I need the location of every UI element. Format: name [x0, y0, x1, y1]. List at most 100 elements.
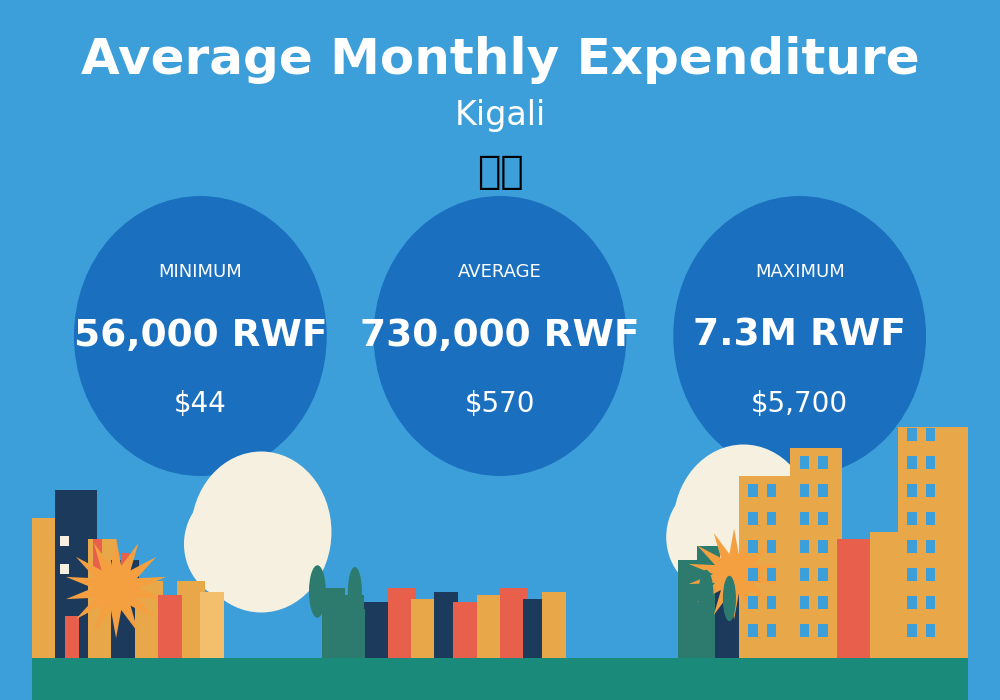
Bar: [926, 456, 935, 469]
Bar: [907, 456, 917, 469]
Bar: [800, 596, 809, 609]
Ellipse shape: [666, 481, 772, 594]
Bar: [542, 592, 566, 658]
Bar: [748, 624, 758, 637]
Bar: [818, 512, 828, 525]
Text: AVERAGE: AVERAGE: [458, 262, 542, 281]
Bar: [818, 568, 828, 581]
Bar: [818, 596, 828, 609]
Bar: [800, 568, 809, 581]
Bar: [364, 602, 392, 658]
Text: Kigali: Kigali: [454, 99, 546, 132]
Bar: [477, 595, 505, 658]
Bar: [111, 560, 139, 658]
Bar: [870, 532, 903, 658]
Polygon shape: [66, 538, 166, 638]
Ellipse shape: [673, 196, 926, 476]
Bar: [55, 490, 97, 658]
Bar: [121, 553, 130, 581]
Bar: [767, 484, 776, 497]
Ellipse shape: [374, 196, 626, 476]
Bar: [767, 596, 776, 609]
Bar: [177, 581, 205, 658]
Bar: [715, 567, 739, 658]
Bar: [322, 588, 345, 658]
Bar: [748, 512, 758, 525]
Ellipse shape: [237, 504, 321, 592]
Bar: [907, 596, 917, 609]
Bar: [790, 448, 842, 658]
Bar: [324, 602, 331, 658]
Bar: [739, 476, 795, 658]
Text: MINIMUM: MINIMUM: [158, 262, 242, 281]
Ellipse shape: [348, 567, 362, 616]
Bar: [907, 624, 917, 637]
Text: 🇷🇼: 🇷🇼: [477, 153, 523, 190]
Text: MAXIMUM: MAXIMUM: [755, 262, 845, 281]
Polygon shape: [688, 528, 780, 620]
Text: $570: $570: [465, 390, 535, 418]
Bar: [65, 616, 79, 658]
Bar: [748, 540, 758, 553]
Bar: [523, 598, 547, 658]
Ellipse shape: [191, 452, 331, 612]
Bar: [800, 512, 809, 525]
Text: $44: $44: [174, 390, 227, 418]
Bar: [926, 484, 935, 497]
Bar: [926, 568, 935, 581]
Bar: [678, 560, 697, 658]
Bar: [697, 546, 720, 658]
Bar: [434, 592, 458, 658]
Bar: [32, 518, 60, 658]
Bar: [32, 658, 968, 700]
Text: 56,000 RWF: 56,000 RWF: [74, 318, 327, 354]
Bar: [748, 596, 758, 609]
Bar: [907, 512, 917, 525]
Ellipse shape: [673, 444, 814, 606]
Bar: [158, 595, 182, 658]
Bar: [926, 540, 935, 553]
Bar: [88, 539, 116, 658]
Bar: [93, 539, 102, 574]
Bar: [800, 624, 809, 637]
Bar: [158, 595, 182, 658]
Bar: [411, 598, 439, 658]
Bar: [767, 512, 776, 525]
Bar: [818, 624, 828, 637]
Bar: [135, 581, 163, 658]
Ellipse shape: [719, 497, 803, 585]
Bar: [907, 484, 917, 497]
Bar: [500, 588, 528, 658]
Bar: [907, 428, 917, 441]
Bar: [748, 568, 758, 581]
Text: Average Monthly Expenditure: Average Monthly Expenditure: [81, 36, 919, 83]
Bar: [907, 540, 917, 553]
Bar: [200, 592, 224, 658]
Ellipse shape: [699, 570, 713, 620]
Text: 7.3M RWF: 7.3M RWF: [693, 318, 906, 354]
Bar: [453, 602, 481, 658]
Text: $5,700: $5,700: [751, 390, 848, 418]
Bar: [60, 564, 69, 574]
Bar: [926, 428, 935, 441]
Ellipse shape: [723, 575, 736, 622]
Bar: [898, 427, 968, 658]
Ellipse shape: [184, 488, 289, 601]
Bar: [818, 456, 828, 469]
Ellipse shape: [309, 566, 326, 618]
Bar: [748, 484, 758, 497]
Bar: [360, 609, 365, 658]
Bar: [60, 536, 69, 546]
Bar: [767, 568, 776, 581]
Bar: [345, 595, 364, 658]
Bar: [767, 624, 776, 637]
Bar: [818, 540, 828, 553]
Bar: [926, 624, 935, 637]
Text: 730,000 RWF: 730,000 RWF: [360, 318, 640, 354]
Bar: [818, 484, 828, 497]
Bar: [767, 540, 776, 553]
Bar: [800, 540, 809, 553]
Bar: [907, 568, 917, 581]
Bar: [800, 484, 809, 497]
Ellipse shape: [74, 196, 327, 476]
